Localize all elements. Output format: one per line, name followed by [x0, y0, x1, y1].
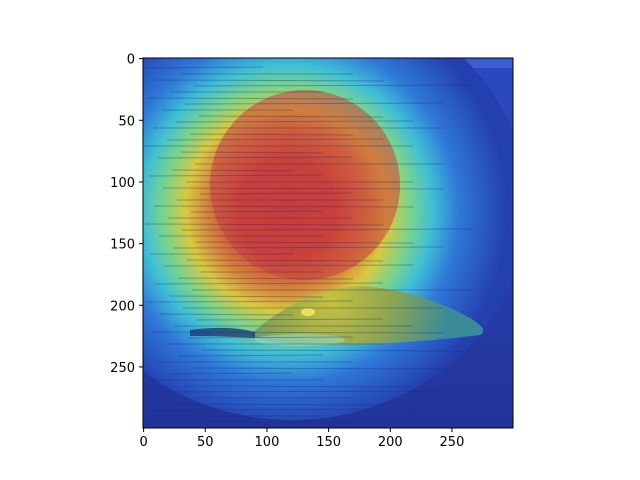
- ripple-line: [187, 336, 354, 339]
- water-foam: [255, 334, 345, 346]
- ripple-line: [186, 259, 384, 262]
- ripple-line: [181, 228, 474, 231]
- x-tick-label: 250: [440, 435, 465, 450]
- x-axis: 0 50 100 150 200 250: [139, 428, 464, 450]
- ripple-line: [148, 174, 324, 177]
- x-tick-label: 100: [255, 435, 280, 450]
- y-tick-label: 50: [118, 114, 135, 129]
- ripple-line: [163, 264, 414, 267]
- y-tick-label: 150: [110, 238, 135, 253]
- ripple-line: [189, 133, 354, 136]
- ripple-line: [198, 115, 384, 118]
- ripple-line: [157, 156, 354, 159]
- x-tick-label: 0: [139, 435, 147, 450]
- water-wake: [190, 327, 255, 338]
- ripple-line: [169, 372, 294, 375]
- x-tick-label: 150: [316, 435, 341, 450]
- y-tick-label: 100: [110, 176, 135, 191]
- ripple-line: [145, 300, 354, 303]
- ripple-line: [168, 295, 324, 298]
- ripple-line: [165, 421, 354, 424]
- ripple-line: [166, 138, 384, 141]
- x-tick-label: 50: [197, 435, 214, 450]
- y-tick-label: 250: [110, 361, 135, 376]
- ripple-line: [196, 318, 384, 321]
- ripple-line: [147, 97, 354, 100]
- ripple-line: [183, 385, 414, 388]
- plot-area: [143, 58, 513, 428]
- ripple-line: [180, 151, 324, 154]
- whale-highlight: [301, 308, 315, 316]
- plot-frame: [142, 57, 514, 429]
- ripple-line: [175, 120, 414, 123]
- x-tick-label: 200: [378, 435, 403, 450]
- ripple-line: [190, 210, 324, 213]
- ripple-line: [153, 205, 414, 208]
- ripple-line: [154, 282, 384, 285]
- ripple-line: [160, 390, 444, 393]
- ripple-line: [177, 277, 354, 280]
- ripple-line: [151, 408, 414, 411]
- heat-core: [210, 90, 400, 280]
- ripple-line: [184, 102, 444, 105]
- ripple-line: [144, 223, 384, 226]
- whale-back: [250, 286, 484, 345]
- ripple-line: [195, 241, 414, 244]
- ripple-line: [162, 187, 444, 190]
- ripple-line: [192, 367, 444, 370]
- ripple-line: [174, 403, 384, 406]
- ripple-line: [171, 169, 294, 172]
- ripple-line: [172, 246, 444, 249]
- y-tick-label: 0: [127, 53, 135, 68]
- ripple-line: [150, 331, 444, 334]
- water-ripples: [143, 66, 474, 424]
- ripple-line: [143, 66, 264, 69]
- ripple-line: [156, 79, 384, 82]
- ripple-line: [193, 84, 474, 87]
- y-tick-label: 200: [110, 299, 135, 314]
- y-axis: 0 50 100 150 200 250: [110, 53, 143, 376]
- ripple-line: [199, 192, 354, 195]
- ripple-line: [178, 354, 324, 357]
- ripple-line: [159, 313, 294, 316]
- ripple-line: [201, 349, 474, 352]
